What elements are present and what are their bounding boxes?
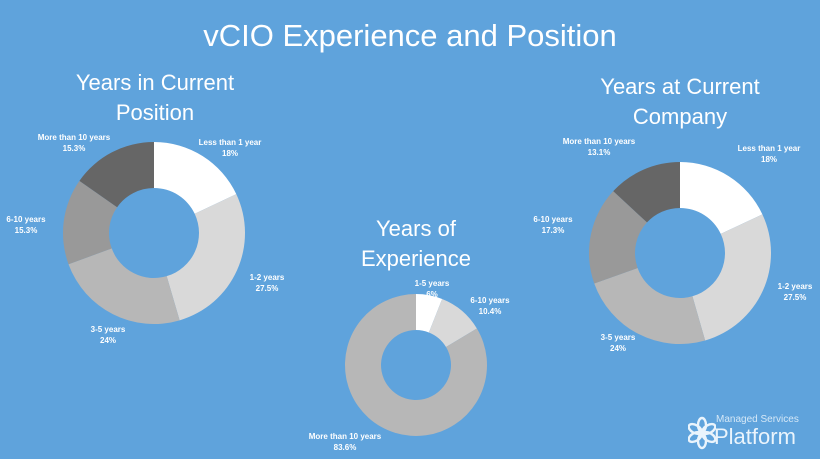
slice-value: 6% bbox=[426, 290, 438, 299]
slice-value: 24% bbox=[609, 344, 627, 353]
logo-line2: Platform bbox=[714, 424, 796, 449]
slice-category: 3-5 years bbox=[90, 325, 126, 334]
chart-title-position: Years in Current Position bbox=[75, 70, 235, 125]
slice-category: 1-2 years bbox=[249, 273, 285, 282]
slice-label: 1-2 years 27.5% bbox=[778, 281, 813, 303]
slice-label: More than 10 years 15.3% bbox=[38, 132, 110, 154]
slice-value: 17.3% bbox=[541, 226, 565, 235]
slice-value: 27.5% bbox=[783, 293, 807, 302]
slice-category: More than 10 years bbox=[37, 133, 111, 142]
slice-value: 18% bbox=[221, 149, 239, 158]
slice-value: 24% bbox=[99, 336, 117, 345]
slice-label: 6-10 years 17.3% bbox=[533, 214, 572, 236]
donut-slice bbox=[154, 142, 237, 214]
slice-label: Less than 1 year 18% bbox=[199, 137, 262, 159]
slice-category: 3-5 years bbox=[600, 333, 636, 342]
slice-label: Less than 1 year 18% bbox=[738, 143, 801, 165]
slice-category: 1-2 years bbox=[777, 282, 813, 291]
slice-value: 10.4% bbox=[478, 307, 502, 316]
slice-category: More than 10 years bbox=[308, 432, 382, 441]
donut-slice bbox=[416, 294, 443, 333]
page-title: vCIO Experience and Position bbox=[203, 18, 617, 53]
donut-slice bbox=[428, 298, 477, 347]
slice-label: 3-5 years 24% bbox=[91, 324, 126, 346]
slice-value: 27.5% bbox=[255, 284, 279, 293]
donut-slice bbox=[68, 248, 180, 324]
donut-slice bbox=[79, 142, 154, 208]
donut-slice bbox=[692, 214, 771, 341]
slice-category: Less than 1 year bbox=[198, 138, 262, 147]
donut-slice bbox=[613, 162, 680, 223]
slice-category: Less than 1 year bbox=[737, 144, 801, 153]
slice-value: 18% bbox=[760, 155, 778, 164]
donut-slice bbox=[62, 180, 118, 265]
slice-category: 1-5 years bbox=[414, 279, 450, 288]
donut-slice bbox=[589, 191, 647, 284]
slice-label: 6-10 years 15.3% bbox=[6, 214, 45, 236]
donut-slice bbox=[345, 294, 487, 436]
asterisk-logo-icon bbox=[688, 416, 716, 450]
slice-value: 15.3% bbox=[14, 226, 38, 235]
logo-line1: Managed Services bbox=[716, 414, 799, 425]
slice-label: 6-10 years 10.4% bbox=[470, 295, 509, 317]
slice-value: 15.3% bbox=[62, 144, 86, 153]
slice-label: 1-5 years 6% bbox=[415, 278, 450, 300]
slice-label: 1-2 years 27.5% bbox=[250, 272, 285, 294]
chart-title-experience: Years of Experience bbox=[360, 216, 472, 271]
slice-category: 6-10 years bbox=[470, 296, 510, 305]
slice-category: 6-10 years bbox=[6, 215, 46, 224]
slice-value: 83.6% bbox=[333, 443, 357, 452]
slice-label: More than 10 years 83.6% bbox=[309, 431, 381, 453]
slice-label: More than 10 years 13.1% bbox=[563, 136, 635, 158]
donut-slice bbox=[594, 268, 706, 344]
slice-label: 3-5 years 24% bbox=[601, 332, 636, 354]
slice-value: 13.1% bbox=[587, 148, 611, 157]
slice-category: More than 10 years bbox=[562, 137, 636, 146]
slice-category: 6-10 years bbox=[533, 215, 573, 224]
donut-slice bbox=[680, 162, 763, 234]
chart-title-company: Years at Current Company bbox=[600, 74, 760, 129]
donut-slice bbox=[166, 194, 246, 321]
